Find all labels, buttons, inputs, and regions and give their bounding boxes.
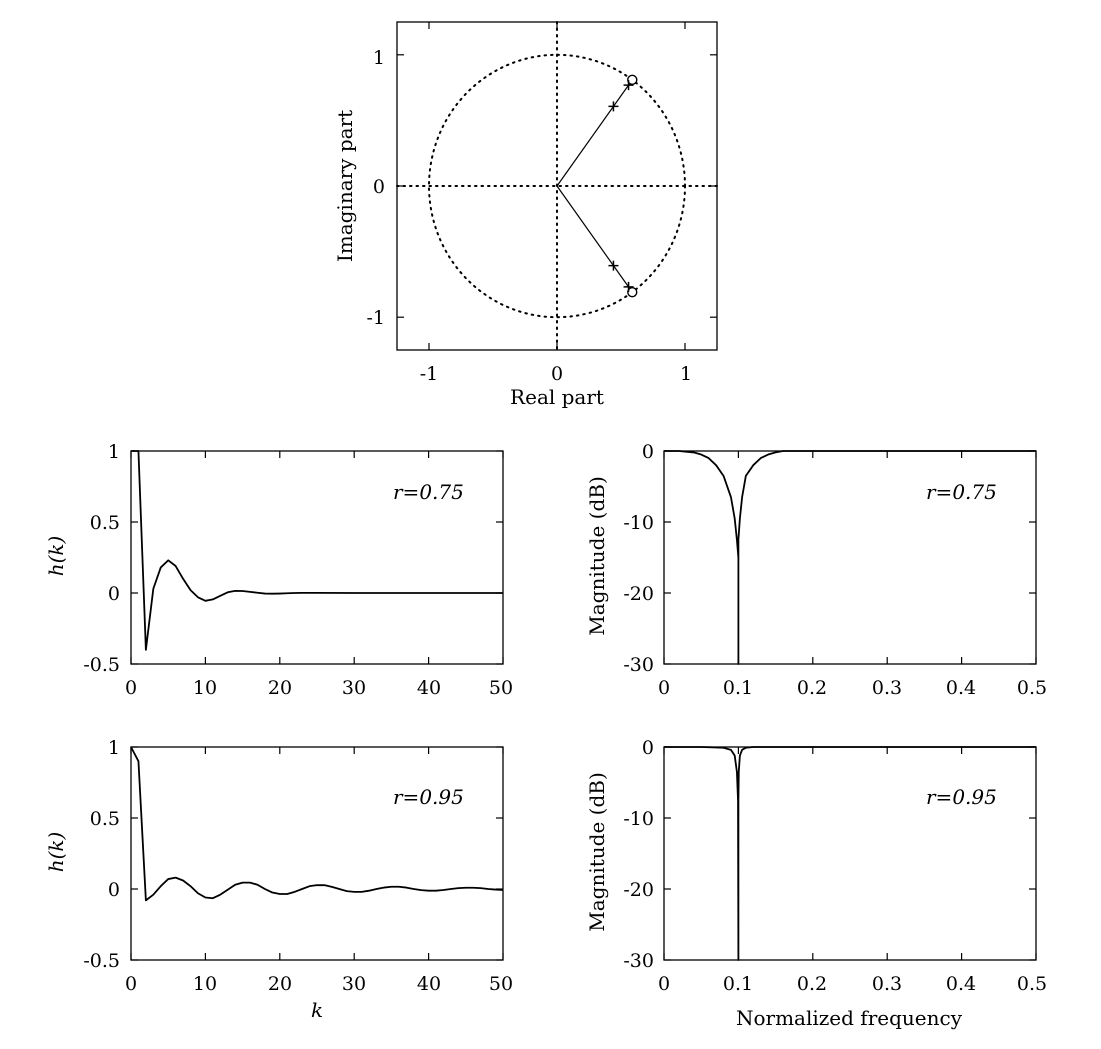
h75-ytick-label-1: 0 [108,583,120,605]
pz-ylabel: Imaginary part [333,110,357,262]
h95-xtick-label-3: 30 [342,973,366,995]
h75-series-line-0 [131,450,503,651]
m95-ytick-label-2: -10 [623,808,654,830]
h75-xtick-label-5: 50 [489,677,513,699]
pz-xtick-label-1: 0 [551,363,563,385]
h95-xtick-label-4: 40 [417,973,441,995]
m95-annotation: r=0.95 [926,785,997,809]
m95-xtick-label-0: 0 [658,973,670,995]
h95-ytick-label-1: 0 [108,879,120,901]
h75-xtick-label-0: 0 [125,677,137,699]
h95-xtick-label-1: 10 [193,973,217,995]
impulse-response-plot-r095: 0 10 20 30 40 50 -0.5 0 0.5 1 k h(k) r=0… [44,737,513,1022]
m75-ytick-label-0: -30 [623,654,654,676]
magnitude-plot-r095: 0 0.1 0.2 0.3 0.4 0.5 -30 -20 -10 0 Norm… [585,737,1047,1030]
h95-ytick-label-0: -0.5 [83,950,120,972]
m95-xtick-label-1: 0.1 [723,973,753,995]
pz-radial-line-1 [556,185,633,293]
m75-ylabel: Magnitude (dB) [585,476,609,636]
h95-xlabel: k [311,998,323,1022]
pz-unit-circle [428,53,686,319]
h95-ylabel: h(k) [44,832,68,873]
h75-frame [130,450,504,665]
h75-xtick-label-4: 40 [417,677,441,699]
h75-annotation: r=0.75 [393,480,464,504]
pz-pole-marker-3 [623,281,634,292]
impulse-response-plot-r075: 0 10 20 30 40 50 -0.5 0 0.5 1 h(k) r=0.7… [44,441,513,699]
pz-ytick-label-1: 0 [373,176,385,198]
m95-xtick-label-3: 0.3 [872,973,902,995]
m75-ytick-label-3: 0 [642,441,654,463]
h75-ytick-label-3: 1 [108,441,120,463]
m95-xtick-label-5: 0.5 [1017,973,1047,995]
h75-xtick-label-3: 30 [342,677,366,699]
h95-xtick-label-0: 0 [125,973,137,995]
pz-xtick-label-2: 1 [680,363,692,385]
pz-xtick-label-0: -1 [420,363,439,385]
pz-xlabel: Real part [510,385,604,409]
m75-ytick-label-1: -20 [623,583,654,605]
h75-ylabel: h(k) [44,536,68,577]
h95-xtick-label-2: 20 [268,973,292,995]
m75-xtick-label-0: 0 [658,677,670,699]
m95-series-line-0 [664,746,1036,961]
h75-xtick-label-1: 10 [193,677,217,699]
h95-xtick-label-5: 50 [489,973,513,995]
m95-xtick-label-2: 0.2 [797,973,827,995]
pz-ytick-label-2: 1 [373,47,385,69]
h95-series-line-0 [130,746,504,902]
m95-ytick-label-0: -30 [623,950,654,972]
m75-xtick-label-1: 0.1 [723,677,753,699]
m95-ytick-label-1: -20 [623,879,654,901]
h95-frame [130,746,504,961]
m75-annotation: r=0.75 [926,480,997,504]
pz-radial-line-0 [556,79,633,187]
h95-annotation: r=0.95 [393,785,464,809]
m75-xtick-label-4: 0.4 [946,677,976,699]
h75-xtick-label-2: 20 [268,677,292,699]
h75-ytick-label-0: -0.5 [83,654,120,676]
h95-ytick-label-2: 0.5 [90,808,120,830]
pz-pole-marker-2 [608,260,619,271]
h95-ytick-label-3: 1 [108,737,120,759]
m95-xtick-label-4: 0.4 [946,973,976,995]
m95-ylabel: Magnitude (dB) [585,772,609,932]
m75-xtick-label-2: 0.2 [797,677,827,699]
m95-ytick-label-3: 0 [642,737,654,759]
m95-xlabel: Normalized frequency [736,1006,963,1030]
pz-pole-marker-0 [608,101,619,112]
pz-ytick-label-0: -1 [366,307,385,329]
m75-ytick-label-2: -10 [623,512,654,534]
m75-xtick-label-5: 0.5 [1017,677,1047,699]
m75-xtick-label-3: 0.3 [872,677,902,699]
magnitude-plot-r075: 0 0.1 0.2 0.3 0.4 0.5 -30 -20 -10 0 Magn… [585,441,1047,699]
h75-ytick-label-2: 0.5 [90,512,120,534]
m75-series-line-0 [664,450,1036,665]
pz-pole-marker-1 [623,80,634,91]
pole-zero-plot: -1 0 1 -1 0 1 Real part Imaginary part [333,21,718,409]
